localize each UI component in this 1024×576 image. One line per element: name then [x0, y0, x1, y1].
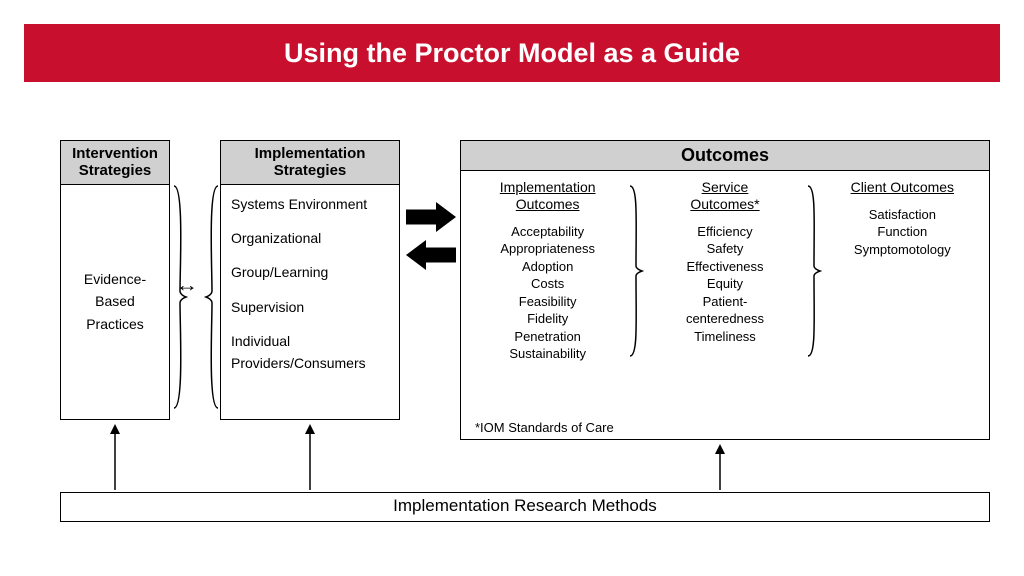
outcome-column: ImplementationOutcomesAcceptabilityAppro… [467, 179, 628, 363]
curly-brace-icon [806, 179, 822, 363]
proctor-model-diagram: InterventionStrategies Evidence-BasedPra… [60, 140, 1004, 556]
intervention-body: Evidence-BasedPractices [61, 185, 169, 419]
implementation-header: ImplementationStrategies [221, 141, 399, 185]
curly-brace-left-icon [204, 182, 220, 412]
curly-brace-right-icon [172, 182, 188, 412]
outcomes-columns: ImplementationOutcomesAcceptabilityAppro… [461, 171, 989, 365]
research-methods-label: Implementation Research Methods [393, 496, 657, 515]
curly-brace-icon [628, 179, 644, 363]
research-methods-bar: Implementation Research Methods [60, 492, 990, 522]
outcomes-header: Outcomes [461, 141, 989, 171]
outcome-column: ServiceOutcomes*EfficiencySafetyEffectiv… [644, 179, 805, 363]
title-bar: Using the Proctor Model as a Guide [24, 24, 1000, 82]
big-arrow-left-icon [406, 240, 456, 270]
page-title: Using the Proctor Model as a Guide [284, 38, 740, 69]
outcomes-box: Outcomes ImplementationOutcomesAcceptabi… [460, 140, 990, 440]
implementation-strategies-box: ImplementationStrategies Systems Environ… [220, 140, 400, 420]
implementation-body: Systems EnvironmentOrganizationalGroup/L… [221, 185, 399, 395]
intervention-header: InterventionStrategies [61, 141, 169, 185]
intervention-strategies-box: InterventionStrategies Evidence-BasedPra… [60, 140, 170, 420]
outcome-column: Client OutcomesSatisfactionFunctionSympt… [822, 179, 983, 363]
big-arrow-right-icon [406, 202, 456, 232]
outcomes-footnote: *IOM Standards of Care [475, 420, 614, 435]
